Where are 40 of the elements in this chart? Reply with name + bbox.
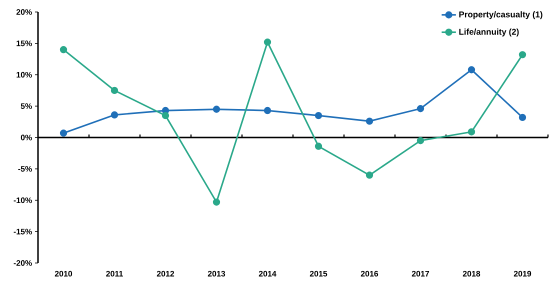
point xyxy=(110,86,118,94)
x-tick-label: 2015 xyxy=(310,270,328,277)
point xyxy=(416,105,424,112)
y-tick-label: 0% xyxy=(20,134,32,140)
point xyxy=(110,111,118,119)
x-tick-label: 2010 xyxy=(54,270,72,277)
y-tick-label: -20% xyxy=(14,260,32,266)
point xyxy=(416,137,424,144)
y-tick-label: -5% xyxy=(18,166,32,172)
point xyxy=(468,66,476,74)
point xyxy=(264,106,272,114)
point xyxy=(314,142,322,150)
x-tick-label: 2014 xyxy=(258,270,276,277)
x-tick-label: 2013 xyxy=(208,270,226,277)
legend-label: Life/annuity (2) xyxy=(459,28,519,36)
point xyxy=(162,112,170,120)
x-tick-label: 2018 xyxy=(462,270,480,277)
y-tick-label: 5% xyxy=(20,103,32,109)
point xyxy=(468,128,476,136)
point xyxy=(314,112,322,120)
x-tick-label: 2017 xyxy=(412,270,430,277)
point xyxy=(366,172,374,179)
x-tick-label: 2016 xyxy=(360,270,378,277)
point xyxy=(518,51,526,58)
point xyxy=(212,106,220,113)
y-tick-label: 20% xyxy=(16,9,32,15)
point xyxy=(60,46,68,54)
y-tick-label: -15% xyxy=(14,228,32,234)
y-tick-label: -10% xyxy=(14,197,32,204)
point xyxy=(212,198,220,206)
point xyxy=(264,38,272,46)
x-tick-label: 2019 xyxy=(514,270,532,277)
point xyxy=(518,114,526,122)
legend-label: Property/casualty (1) xyxy=(459,11,542,20)
point xyxy=(60,130,68,137)
x-tick-label: 2012 xyxy=(156,270,174,277)
y-tick-label: 10% xyxy=(16,72,32,78)
y-tick-label: 15% xyxy=(16,40,32,46)
x-tick-label: 2011 xyxy=(106,270,123,277)
point xyxy=(366,118,374,125)
